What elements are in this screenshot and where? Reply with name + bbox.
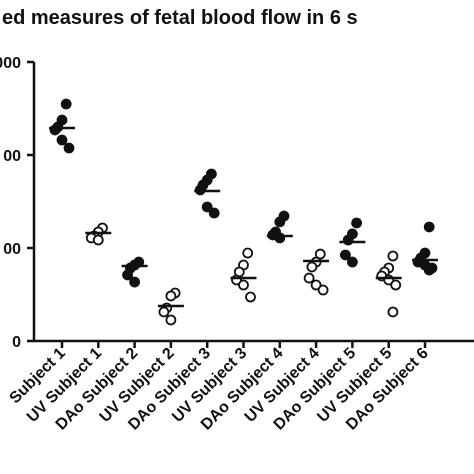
data-point (317, 284, 329, 296)
data-point (306, 261, 318, 273)
data-point (314, 248, 326, 260)
data-point (423, 221, 435, 233)
y-tick-label: 00 (3, 241, 21, 258)
data-point (339, 249, 351, 261)
data-point (201, 201, 213, 213)
data-point (390, 279, 402, 291)
data-point (165, 314, 177, 326)
data-point (346, 256, 358, 268)
data-point (274, 216, 286, 228)
y-tick-label: 00 (3, 148, 21, 165)
data-point (165, 290, 177, 302)
data-point (60, 98, 72, 110)
chart-title: ed measures of fetal blood flow in 6 s (2, 7, 358, 29)
y-tick-label: 000 (0, 55, 21, 72)
data-point (208, 207, 220, 219)
data-point (56, 134, 68, 146)
data-point (92, 234, 104, 246)
data-point (63, 142, 75, 154)
data-point (158, 306, 170, 318)
data-point (303, 272, 315, 284)
data-point (129, 276, 141, 288)
data-point (387, 306, 399, 318)
data-point (238, 279, 249, 291)
y-tick-label: 0 (12, 334, 21, 351)
data-point (122, 269, 133, 281)
data-point (351, 217, 363, 229)
data-point (310, 279, 322, 291)
data-point (387, 250, 399, 262)
data-point (245, 291, 256, 303)
data-point (423, 264, 435, 276)
data-point (242, 247, 254, 259)
